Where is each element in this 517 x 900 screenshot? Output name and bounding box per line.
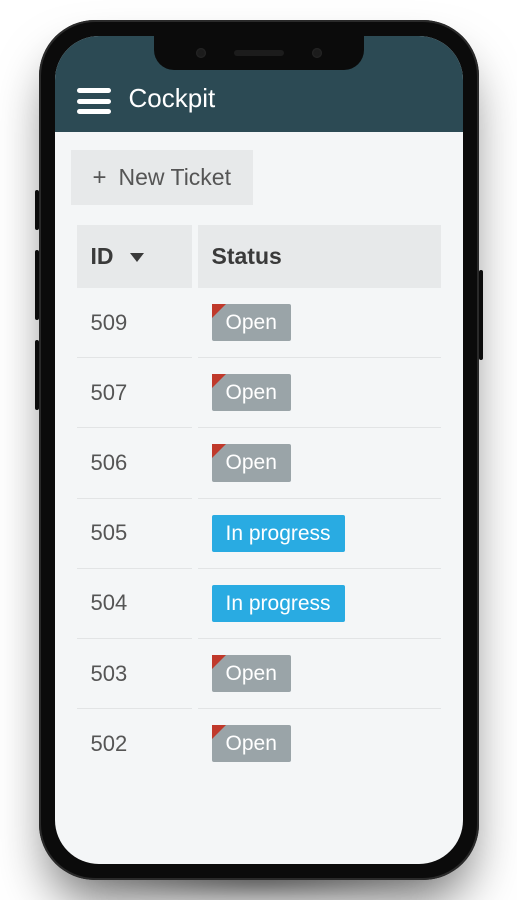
- status-badge: In progress: [212, 515, 345, 552]
- ticket-id-cell: 503: [77, 638, 192, 708]
- status-badge: Open: [212, 304, 291, 341]
- badge-corner-icon: [212, 374, 226, 388]
- status-badge: Open: [212, 444, 291, 481]
- main-content: + New Ticket ID Status 509Open507O: [55, 132, 463, 778]
- ticket-table: ID Status 509 Open 507 Open 506 Open 505 In pro…: [71, 225, 447, 778]
- ticket-id-cell: 505: [77, 498, 192, 568]
- ticket-id-cell: 506: [77, 427, 192, 497]
- phone-side-button: [479, 270, 483, 360]
- new-ticket-button[interactable]: + New Ticket: [71, 150, 254, 205]
- table-row[interactable]: 504 In progress: [77, 568, 441, 638]
- table-row[interactable]: 502 Open: [77, 708, 441, 778]
- ticket-status-cell: Open: [198, 638, 441, 708]
- table-row[interactable]: 507 Open: [77, 357, 441, 427]
- badge-corner-icon: [212, 725, 226, 739]
- column-header-id[interactable]: ID: [77, 225, 192, 288]
- table-row[interactable]: 505 In progress: [77, 498, 441, 568]
- column-header-status[interactable]: Status: [198, 225, 441, 288]
- column-header-status-label: Status: [212, 243, 282, 269]
- phone-side-button: [35, 340, 39, 410]
- phone-side-button: [35, 250, 39, 320]
- ticket-status-cell: Open: [198, 708, 441, 778]
- plus-icon: +: [93, 166, 107, 190]
- table-row[interactable]: 503 Open: [77, 638, 441, 708]
- status-badge: Open: [212, 374, 291, 411]
- ticket-status-cell: In progress: [198, 568, 441, 638]
- menu-icon[interactable]: [77, 88, 111, 114]
- ticket-id-cell: 502: [77, 708, 192, 778]
- column-header-id-label: ID: [91, 243, 114, 269]
- ticket-id-cell: 504: [77, 568, 192, 638]
- page-title: Cockpit: [129, 83, 216, 114]
- badge-corner-icon: [212, 444, 226, 458]
- badge-corner-icon: [212, 304, 226, 318]
- phone-frame: Cockpit + New Ticket ID Status: [39, 20, 479, 880]
- table-row[interactable]: 509 Open: [77, 288, 441, 357]
- table-row[interactable]: 506 Open: [77, 427, 441, 497]
- status-badge: In progress: [212, 585, 345, 622]
- phone-screen: Cockpit + New Ticket ID Status: [55, 36, 463, 864]
- phone-notch: [154, 36, 364, 70]
- sort-desc-icon: [130, 253, 144, 262]
- new-ticket-label: New Ticket: [119, 164, 231, 191]
- status-badge: Open: [212, 655, 291, 692]
- ticket-status-cell: Open: [198, 288, 441, 357]
- ticket-status-cell: Open: [198, 427, 441, 497]
- ticket-id-cell: 507: [77, 357, 192, 427]
- phone-side-button: [35, 190, 39, 230]
- ticket-status-cell: Open: [198, 357, 441, 427]
- ticket-status-cell: In progress: [198, 498, 441, 568]
- status-badge: Open: [212, 725, 291, 762]
- ticket-id-cell: 509: [77, 288, 192, 357]
- badge-corner-icon: [212, 655, 226, 669]
